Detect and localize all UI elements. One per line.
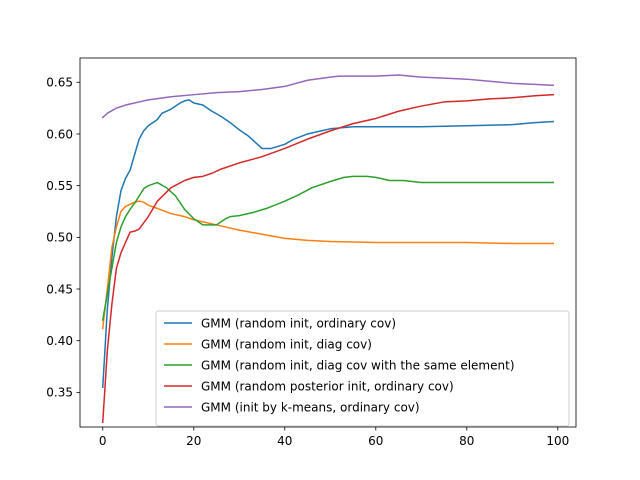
x-tick-label: 20 [186,434,201,448]
y-tick-label: 0.40 [46,334,73,348]
series-line-2 [101,200,554,330]
x-axis: 0 20 40 60 80 100 [99,427,569,448]
y-tick-label: 0.45 [46,282,73,296]
x-tick-label: 60 [368,434,383,448]
y-tick-label: 0.50 [46,231,73,245]
x-tick-label: 80 [459,434,474,448]
legend-label: GMM (random init, ordinary cov) [201,316,396,330]
legend-box [155,310,570,427]
y-tick-label: 0.35 [46,386,73,400]
plot-lines [101,74,555,424]
legend: GMM (random init, ordinary cov) GMM (rand… [155,310,570,427]
axes-frame [79,57,577,428]
x-tick-label: 100 [546,434,569,448]
series-line-4 [101,93,555,424]
series-line-3 [101,175,554,321]
y-tick-label: 0.65 [46,76,73,90]
legend-label: GMM (random init, diag cov with the same… [201,358,515,372]
series-line-1 [101,99,555,389]
y-tick-label: 0.55 [46,179,73,193]
x-tick-label: 40 [277,434,292,448]
y-axis: 0.35 0.40 0.45 0.50 0.55 0.60 0.65 [46,76,80,400]
y-tick-label: 0.60 [46,127,73,141]
series-line-5 [101,74,555,119]
x-tick-label: 0 [99,434,107,448]
legend-label: GMM (random posterior init, ordinary cov… [201,379,454,393]
legend-label: GMM (init by k-means, ordinary cov) [201,400,420,414]
legend-label: GMM (random init, diag cov) [201,337,372,351]
